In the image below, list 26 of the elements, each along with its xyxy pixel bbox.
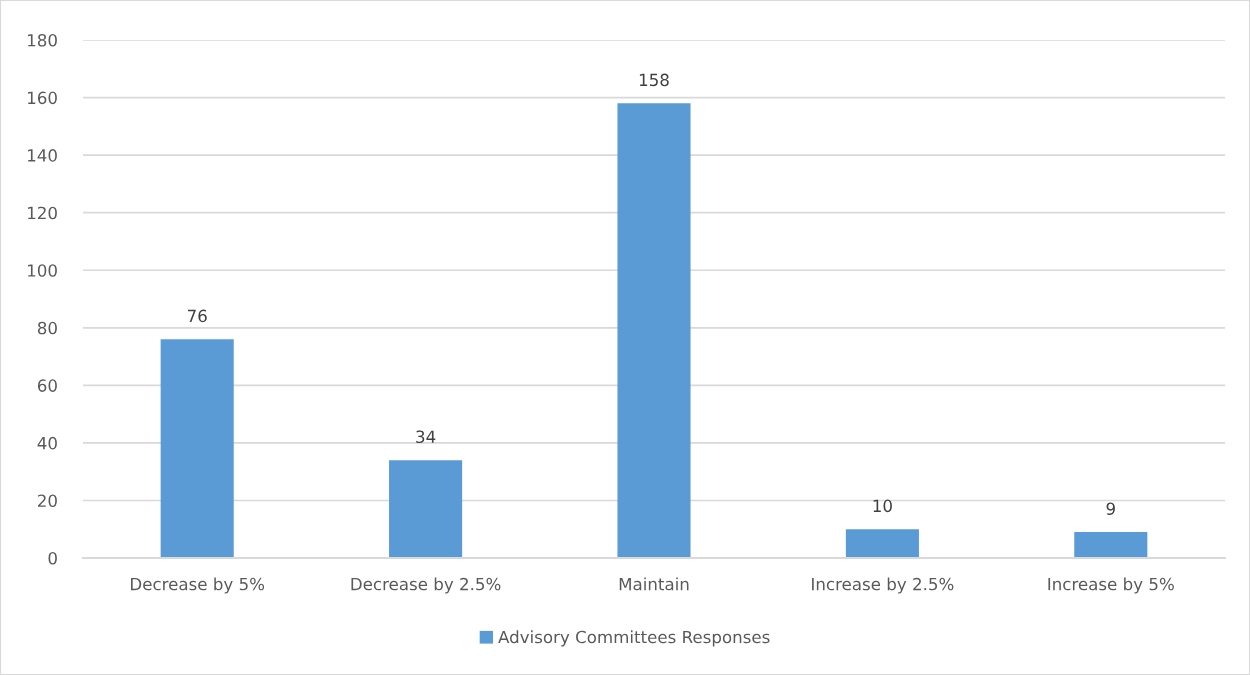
data-label: 10 [873, 499, 892, 513]
y-tick-label: 140 [28, 149, 57, 162]
y-tick-label: 0 [48, 551, 57, 565]
bar [617, 103, 691, 559]
data-label: 9 [1106, 502, 1115, 515]
y-tick-label: 20 [38, 494, 57, 508]
x-tick-label: Decrease by 5% [131, 577, 265, 594]
y-tick-label: 80 [37, 321, 57, 335]
data-label: 34 [416, 430, 436, 444]
x-tick-label: Maintain [619, 577, 689, 591]
y-tick-label: 120 [28, 206, 57, 220]
x-tick-label: Increase by 5% [1048, 577, 1174, 594]
bar [160, 339, 234, 559]
bar [845, 529, 919, 559]
x-tick-label: Decrease by 2.5% [351, 577, 501, 594]
y-tick-label: 160 [28, 91, 57, 105]
y-tick-label: 60 [37, 379, 57, 392]
y-tick-label: 100 [28, 264, 57, 277]
bar [389, 460, 463, 559]
legend-label: Advisory Committees Responses [498, 630, 770, 647]
bar [1074, 532, 1148, 559]
y-tick-label: 40 [37, 436, 57, 450]
x-tick-label: Increase by 2.5% [812, 577, 954, 594]
data-label: 76 [187, 309, 207, 323]
data-label: 158 [639, 73, 669, 87]
y-tick-label: 180 [28, 33, 57, 47]
